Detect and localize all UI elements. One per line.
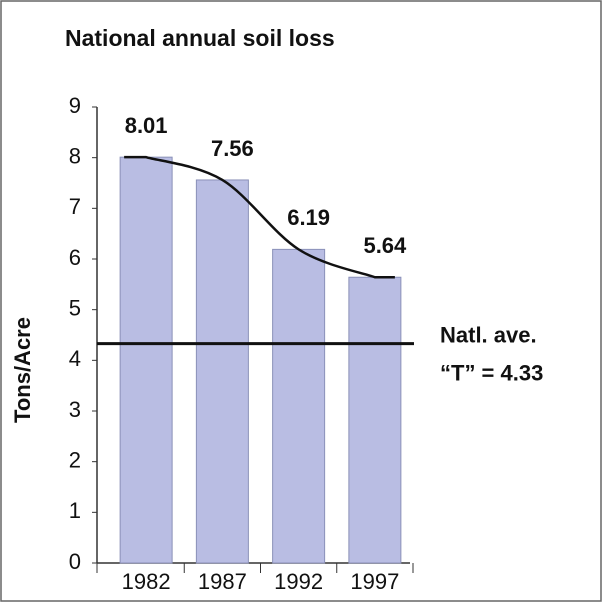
value-label: 6.19 — [287, 205, 330, 230]
x-tick-label: 1997 — [350, 569, 399, 594]
y-tick-label: 5 — [69, 295, 81, 320]
bar — [195, 179, 249, 564]
y-tick-label: 6 — [69, 245, 81, 270]
y-axis-label: Tons/Acre — [10, 317, 35, 423]
y-tick-label: 3 — [69, 397, 81, 422]
y-tick-label: 1 — [69, 498, 81, 523]
y-tick-label: 4 — [69, 346, 81, 371]
x-tick-label: 1982 — [122, 569, 171, 594]
y-tick-label: 8 — [69, 143, 81, 168]
bar — [272, 248, 326, 564]
value-label: 5.64 — [363, 233, 407, 258]
value-label: 7.56 — [211, 136, 254, 161]
y-tick-label: 7 — [69, 194, 81, 219]
y-tick-label: 2 — [69, 447, 81, 472]
y-tick-label: 0 — [69, 549, 81, 574]
y-tick-label: 9 — [69, 93, 81, 118]
annotation: Natl. ave. — [440, 322, 537, 347]
bar — [119, 156, 173, 564]
bar — [348, 276, 402, 564]
x-tick-label: 1987 — [198, 569, 247, 594]
x-tick-label: 1992 — [274, 569, 323, 594]
trend-line — [124, 155, 395, 279]
annotation: “T” = 4.33 — [440, 360, 543, 385]
chart-title: National annual soil loss — [65, 25, 335, 51]
value-label: 8.01 — [125, 113, 168, 138]
